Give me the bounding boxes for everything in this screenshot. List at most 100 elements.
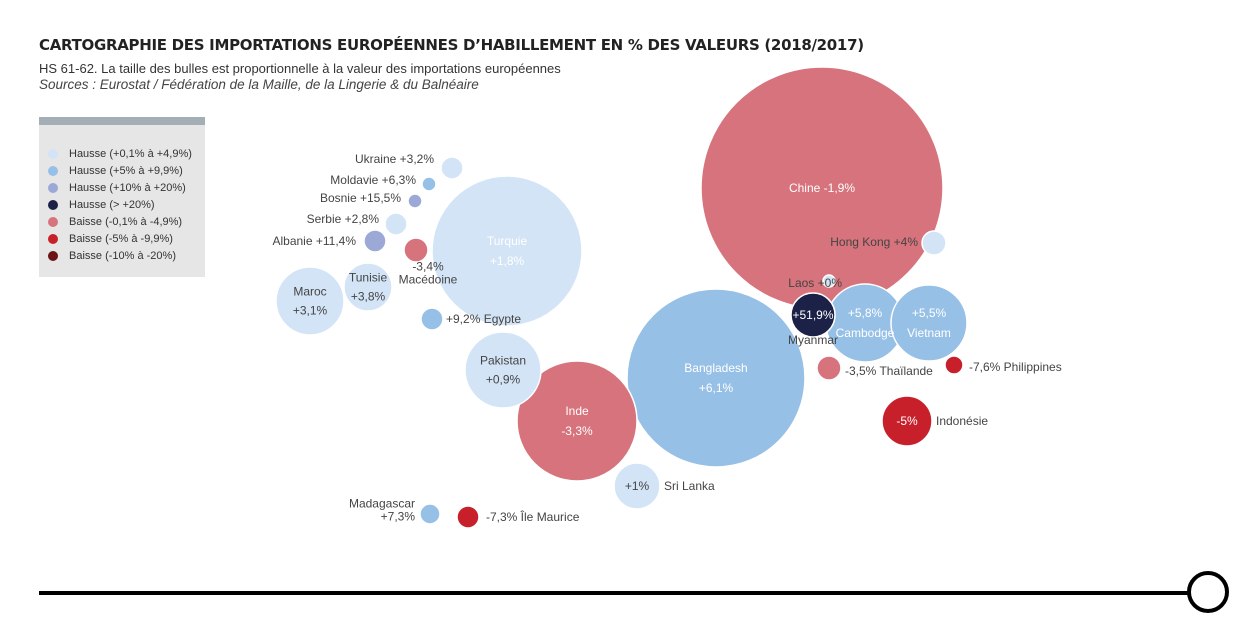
bubble-label: -7,3% Île Maurice [486, 509, 580, 524]
legend-label: Hausse (+0,1% à +4,9%) [69, 147, 192, 160]
bubble-label: -7,6% Philippines [969, 360, 1062, 374]
legend-item: Hausse (+10% à +20%) [48, 179, 205, 196]
legend-item: Baisse (-0,1% à -4,9%) [48, 213, 205, 230]
bubble-label-line: Cambodge [836, 326, 895, 340]
bubble-tha-lande [816, 355, 842, 381]
bubble-hong-kong [921, 230, 947, 256]
bubble-label-line: Vietnam [907, 326, 951, 340]
bubble-maroc [275, 266, 345, 336]
bubble-label: +9,2% Egypte [446, 312, 521, 326]
bubble-label: Ukraine +3,2% [355, 152, 434, 166]
circle-logo-icon [1187, 571, 1229, 613]
legend-label: Hausse (+5% à +9,9%) [69, 164, 183, 177]
bubble-label-line: +5,5% [912, 306, 947, 320]
bubble-moldavie [421, 176, 437, 192]
bubble-label-line: -3,3% [561, 424, 593, 438]
bubble-vietnam [890, 284, 968, 362]
bubble-inde [516, 360, 638, 482]
bubble-label-line: +3,1% [293, 304, 328, 318]
legend-item: Hausse (> +20%) [48, 196, 205, 213]
bubble-label: Turquie +1,8% [487, 234, 528, 268]
legend-label: Baisse (-0,1% à -4,9%) [69, 215, 183, 228]
bubble--le-maurice [456, 505, 480, 529]
bubble-tunisie [343, 262, 393, 312]
bubble-myanmar [790, 292, 836, 338]
bubble-label: Bosnie +15,5% [320, 191, 401, 205]
bubble-label: Hong Kong +4% [830, 235, 918, 249]
legend-swatch [48, 148, 58, 159]
legend-label: Baisse (-5% à -9,9%) [69, 232, 173, 245]
bubble-sri-lanka [613, 462, 661, 510]
bubble-ukraine [440, 156, 464, 180]
legend-label: Hausse (> +20%) [69, 198, 155, 211]
bubble-label: Moldavie +6,3% [330, 173, 416, 187]
legend-item: Baisse (-5% à -9,9%) [48, 230, 205, 247]
legend-item: Hausse (+0,1% à +4,9%) [48, 145, 205, 162]
bubble-label: Albanie +11,4% [272, 234, 356, 248]
bubble-indon-sie [881, 395, 933, 447]
bubble-label: Maroc +3,1% [293, 285, 328, 318]
bubble-label: -5% [896, 414, 918, 428]
legend-swatch [48, 182, 58, 193]
bubble-philippines [944, 355, 964, 375]
legend-label: Baisse (-10% à -20%) [69, 249, 176, 262]
bubble-label: Tunisie +3,8% [349, 271, 388, 304]
bubble-label: Chine -1,9% [789, 181, 855, 195]
bubble-bangladesh [626, 288, 806, 468]
bubble-label-line: Maroc [293, 285, 326, 299]
bubble-pakistan [464, 331, 542, 409]
bubble-label: Indonésie [936, 414, 988, 428]
bubble-label-line: Pakistan [480, 354, 526, 368]
bubble-label-line: Chine -1,9% [789, 181, 855, 195]
legend-header-bar [39, 117, 205, 125]
bubble-label-line: Macédoine [399, 273, 458, 287]
bubble-label: -3,5% Thaïlande [845, 364, 933, 378]
bubble-label: +5,8% Cambodge [836, 306, 895, 340]
legend-item: Baisse (-10% à -20%) [48, 247, 205, 264]
chart-subtitle: HS 61-62. La taille des bulles est propo… [39, 61, 561, 76]
bubble-label-line: +5,8% [848, 306, 883, 320]
bubble-label-line: +3,8% [351, 290, 386, 304]
bubble-label-line: Turquie [487, 234, 528, 248]
bubble-label: Pakistan +0,9% [480, 354, 526, 387]
legend: Hausse (+0,1% à +4,9%) Hausse (+5% à +9,… [39, 117, 205, 277]
legend-label: Hausse (+10% à +20%) [69, 181, 186, 194]
bubble-label-line: -3,4% [412, 260, 444, 274]
bubble-label-line: +1,8% [490, 254, 525, 268]
legend-item: Hausse (+5% à +9,9%) [48, 162, 205, 179]
bubble-label: Sri Lanka [664, 479, 715, 493]
bubble-label-line: +7,3% [381, 510, 416, 524]
bubble-albanie [363, 229, 387, 253]
bubble-label-line: +6,1% [699, 381, 734, 395]
bubble-label: Laos +0% [788, 276, 842, 290]
bubble-label-line: +0,9% [486, 373, 521, 387]
legend-swatch [48, 199, 58, 210]
bubble-label: Madagascar +7,3% [349, 497, 415, 524]
bubble-bosnie [407, 193, 423, 209]
bubble-label: -3,4% Macédoine [399, 260, 458, 287]
bubble-serbie [384, 212, 408, 236]
bubble-label-line: Madagascar [349, 497, 415, 511]
bubble-label-line: Tunisie [349, 271, 388, 285]
bubble-label: +1% [625, 479, 650, 493]
legend-swatch [48, 165, 58, 176]
legend-swatch [48, 250, 58, 261]
bubble-egypte [420, 307, 444, 331]
bubble-label-line: Inde [565, 404, 589, 418]
legend-swatch [48, 233, 58, 244]
bubble-label: Inde -3,3% [561, 404, 593, 438]
chart-title: CARTOGRAPHIE DES IMPORTATIONS EUROPÉENNE… [39, 36, 864, 54]
footer-rule [39, 591, 1189, 595]
legend-swatch [48, 216, 58, 227]
bubble-laos [822, 274, 836, 288]
bubble-label: +5,5% Vietnam [907, 306, 951, 340]
bubble-label: Bangladesh +6,1% [684, 361, 747, 395]
bubble-label-line: Bangladesh [684, 361, 747, 375]
bubble-label: +51,9% [792, 308, 833, 322]
bubble-madagascar [419, 503, 441, 525]
bubble-mac-doine [403, 237, 429, 263]
legend-list: Hausse (+0,1% à +4,9%) Hausse (+5% à +9,… [39, 125, 205, 264]
bubble-label: Myanmar [788, 333, 838, 347]
bubble-turquie [431, 175, 583, 327]
